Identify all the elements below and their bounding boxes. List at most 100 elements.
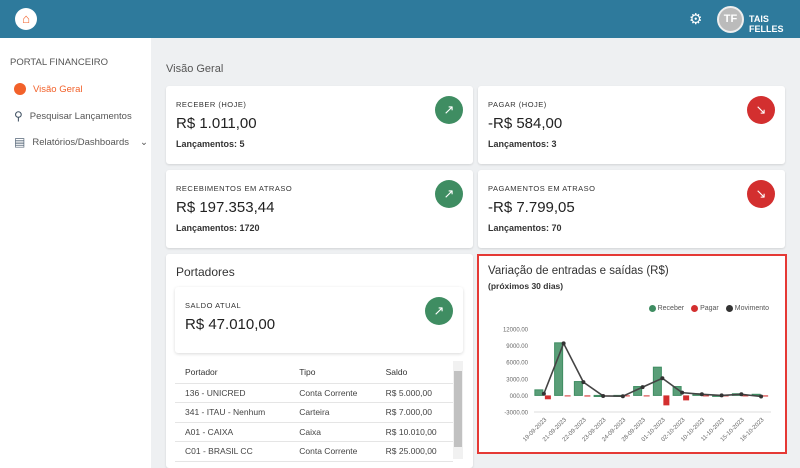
y-tick-label: 000.00 [510,394,529,400]
y-tick-label: -3000.00 [504,411,528,417]
sidebar-item-label: Visão Geral [33,83,83,95]
table-row[interactable]: A01 - CAIXA Caixa R$ 10.010,00 [175,422,453,442]
bar-receber [593,394,603,398]
kpi-label: RECEBER (HOJE) [176,100,247,109]
sidebar-item-visao-geral[interactable]: Visão Geral [14,83,82,95]
kpi-value: -R$ 7.799,05 [488,199,575,216]
y-tick-label: 9000.00 [506,344,528,350]
kpi-pagamentos-atraso: PAGAMENTOS EM ATRASO -R$ 7.799,05 Lançam… [478,170,785,248]
kpi-label: PAGAR (HOJE) [488,100,547,109]
column-header: Saldo [375,361,453,384]
trending-up-icon: ↗ [435,180,463,208]
y-tick-label: 6000.00 [506,361,528,367]
cell: C01 - BRASIL CC [175,441,290,462]
point-movimento [541,391,546,396]
point-movimento [699,392,704,397]
bar-pagar [643,395,650,397]
point-movimento [759,394,764,399]
portadores-title: Portadores [176,265,235,279]
sidebar-item-label: Relatórios/Dashboards [32,136,129,148]
trending-up-icon: ↗ [435,96,463,124]
saldo-atual-card: SALDO ATUAL R$ 47.010,00 ↗ [175,287,463,353]
point-movimento [640,385,645,390]
y-tick-label: 3000.00 [506,377,528,383]
page-title: Visão Geral [166,63,224,75]
logo[interactable]: ⌂ [15,8,37,30]
scrollbar-thumb[interactable] [454,371,462,447]
point-movimento [601,393,606,398]
top-bar: ⌂ ⚙ TF TAIS FELLES [0,0,800,38]
point-movimento [660,376,665,381]
chart-card: Variação de entradas e saídas (R$) (próx… [477,254,787,454]
search-icon: ⚲ [14,109,23,123]
line-movimento [543,341,762,398]
trending-up-icon: ↗ [425,297,453,325]
chart-legend: Receber Pagar Movimento [648,305,769,312]
bar-receber [573,381,583,396]
report-icon: ▤ [14,135,26,149]
kpi-count: Lançamentos: 3 [488,139,557,149]
chevron-down-icon: ⌄ [139,136,148,148]
sidebar-item-label: Pesquisar Lançamentos [29,110,132,122]
chart-plot: 12000.00 9000.00 6000.00 3000.00 000.00 -3000… [503,328,771,443]
kpi-value: R$ 1.011,00 [176,115,257,132]
saldo-label: SALDO ATUAL [185,301,242,310]
cell: R$ 5.000,00 [375,383,453,403]
table-row[interactable]: 136 - UNICRED Conta Corrente R$ 5.000,00 [175,383,453,403]
sidebar-item-pesquisar[interactable]: ⚲ Pesquisar Lançamentos [14,109,132,123]
bar-receber [554,342,564,396]
chart-subtitle: (próximos 30 dias) [488,281,564,291]
point-movimento [719,393,724,398]
bar-pagar [564,395,571,397]
cell: 341 - ITAU - Nenhum [175,402,290,423]
sidebar: PORTAL FINANCEIRO Visão Geral ⚲ Pesquisar… [0,38,151,468]
bar-pagar [683,395,690,401]
bar-pagar [742,395,749,397]
cell: R$ 10.010,00 [375,422,453,442]
y-tick-label: 12000.00 [503,328,529,334]
cell: R$ 7.000,00 [375,402,453,423]
table-row[interactable]: C01 - BRASIL CC Conta Corrente R$ 25.000,0… [175,441,453,462]
cell: Conta Corrente [289,383,376,403]
portadores-card: Portadores SALDO ATUAL R$ 47.010,00 ↗ Po… [166,254,473,468]
bar-pagar [663,395,670,406]
sidebar-title: PORTAL FINANCEIRO [10,57,109,68]
kpi-count: Lançamentos: 1720 [176,223,260,233]
cell: Conta Corrente [289,441,376,462]
table-scrollbar[interactable] [453,361,463,459]
kpi-value: -R$ 584,00 [488,115,563,132]
point-movimento [561,341,566,346]
kpi-count: Lançamentos: 70 [488,223,562,233]
user-name[interactable]: TAIS FELLES [749,14,784,34]
table-row[interactable]: 341 - ITAU - Nenhum Carteira R$ 7.000,00 [175,402,453,423]
avatar[interactable]: TF [717,6,744,33]
kpi-count: Lançamentos: 5 [176,139,245,149]
pie-chart-icon [14,83,26,95]
point-movimento [581,380,586,385]
bar-pagar [623,395,630,397]
cell: Caixa [289,422,376,442]
bar-receber [534,389,544,396]
kpi-receber-hoje: RECEBER (HOJE) R$ 1.011,00 Lançamentos: … [166,86,473,164]
cell: 136 - UNICRED [175,383,290,403]
trending-down-icon: ↘ [747,96,775,124]
column-header: Tipo [289,361,376,384]
kpi-value: R$ 197.353,44 [176,199,275,216]
legend-pagar[interactable]: Pagar [691,305,719,312]
cell: R$ 25.000,00 [375,441,453,462]
bar-pagar [702,395,709,397]
cell: Carteira [289,402,376,423]
kpi-recebimentos-atraso: RECEBIMENTOS EM ATRASO R$ 197.353,44 Lan… [166,170,473,248]
kpi-label: RECEBIMENTOS EM ATRASO [176,184,293,193]
kpi-pagar-hoje: PAGAR (HOJE) -R$ 584,00 Lançamentos: 3 ↘ [478,86,785,164]
bar-pagar [544,395,551,400]
sidebar-item-relatorios[interactable]: ▤ Relatórios/Dashboards ⌄ [14,135,148,149]
point-movimento [680,390,685,395]
bar-pagar [762,395,769,397]
legend-receber[interactable]: Receber [648,305,684,312]
gear-icon[interactable]: ⚙ [689,11,703,28]
kpi-label: PAGAMENTOS EM ATRASO [488,184,596,193]
saldo-value: R$ 47.010,00 [185,316,276,333]
legend-movimento[interactable]: Movimento [725,305,769,312]
point-movimento [739,392,744,397]
